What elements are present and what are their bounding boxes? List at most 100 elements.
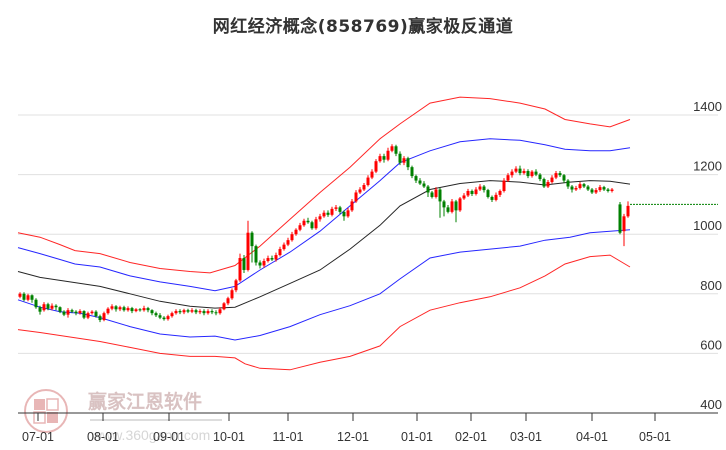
x-tick-label: 03-01 (510, 430, 542, 444)
candle-body (422, 183, 426, 187)
candle-body (514, 168, 518, 172)
candle (462, 193, 466, 200)
candle (118, 305, 122, 312)
candle (294, 228, 298, 236)
y-axis: 400 600 800 1000 1200 1400 (693, 99, 722, 412)
candle (314, 216, 318, 230)
candle (42, 302, 46, 312)
candle-body (22, 293, 26, 300)
candle-body (162, 317, 166, 320)
candle-body (158, 315, 162, 318)
candle (510, 169, 514, 178)
candle-body (406, 158, 410, 168)
candle (266, 255, 270, 263)
candle-body (482, 186, 486, 191)
candle-body (438, 189, 442, 202)
candle-body (490, 196, 494, 200)
candle (122, 305, 126, 312)
candle (382, 153, 386, 163)
candle-body (370, 171, 374, 178)
y-tick-label: 1400 (693, 99, 722, 114)
candle (334, 204, 338, 211)
candle-body (130, 308, 134, 312)
candle (182, 308, 186, 315)
candle (366, 175, 370, 187)
candle (134, 308, 138, 313)
candle (534, 169, 538, 177)
candle-body (506, 175, 510, 181)
candle (502, 178, 506, 193)
candle-body (118, 307, 122, 310)
candle (258, 260, 262, 269)
candle-body (70, 310, 74, 312)
candle-body (326, 212, 330, 215)
candle-body (218, 309, 222, 314)
candle (470, 189, 474, 197)
candle-body (194, 310, 198, 313)
candle-body (378, 156, 382, 162)
band-upper_inner (17, 138, 631, 292)
candle (538, 173, 542, 182)
candle-body (358, 189, 362, 193)
candle-body (122, 307, 126, 311)
candle (38, 305, 42, 315)
candle (358, 187, 362, 194)
candle-body (134, 309, 138, 312)
candle (434, 187, 438, 199)
candle (362, 182, 366, 191)
y-tick-label: 800 (700, 278, 722, 293)
candle (322, 210, 326, 218)
candle-body (78, 311, 82, 314)
candle-body (486, 190, 490, 197)
candle-body (298, 225, 302, 230)
x-tick-label: 10-01 (213, 430, 245, 444)
candle (270, 255, 274, 262)
candle (82, 310, 86, 320)
candle-body (538, 174, 542, 180)
channel-bands (17, 96, 631, 371)
candle-body (374, 161, 378, 172)
candle (142, 305, 146, 312)
candle-body (74, 311, 78, 314)
candle (622, 213, 626, 247)
candle-body (226, 298, 230, 304)
candle (166, 314, 170, 321)
candle-body (110, 306, 114, 309)
candle (238, 253, 242, 282)
candle (170, 311, 174, 318)
candle (446, 204, 450, 214)
candle (514, 166, 518, 174)
candle (606, 188, 610, 193)
candle (330, 206, 334, 217)
candle (422, 181, 426, 189)
candle (562, 174, 566, 183)
candle-body (234, 280, 238, 291)
candlesticks (18, 144, 630, 323)
candle-body (470, 190, 474, 194)
candle (542, 177, 546, 189)
candle-body (102, 313, 106, 321)
candle (74, 310, 78, 316)
candle (278, 246, 282, 257)
candle-body (314, 219, 318, 229)
candle (342, 210, 346, 221)
candle-body (166, 316, 170, 320)
candle-body (410, 167, 414, 177)
candle-body (82, 311, 86, 318)
candle-body (214, 312, 218, 314)
candle-body (578, 184, 582, 189)
candle (218, 307, 222, 315)
candle-body (414, 176, 418, 181)
candle (418, 178, 422, 186)
candle-body (46, 304, 50, 309)
candle (610, 188, 614, 193)
candle (590, 188, 594, 194)
candle (98, 314, 102, 323)
candle (578, 182, 582, 190)
candle (350, 199, 354, 212)
candle-body (90, 311, 94, 314)
candle (554, 171, 558, 180)
candle-body (598, 187, 602, 191)
candle-body (154, 313, 158, 316)
candle (438, 188, 442, 218)
